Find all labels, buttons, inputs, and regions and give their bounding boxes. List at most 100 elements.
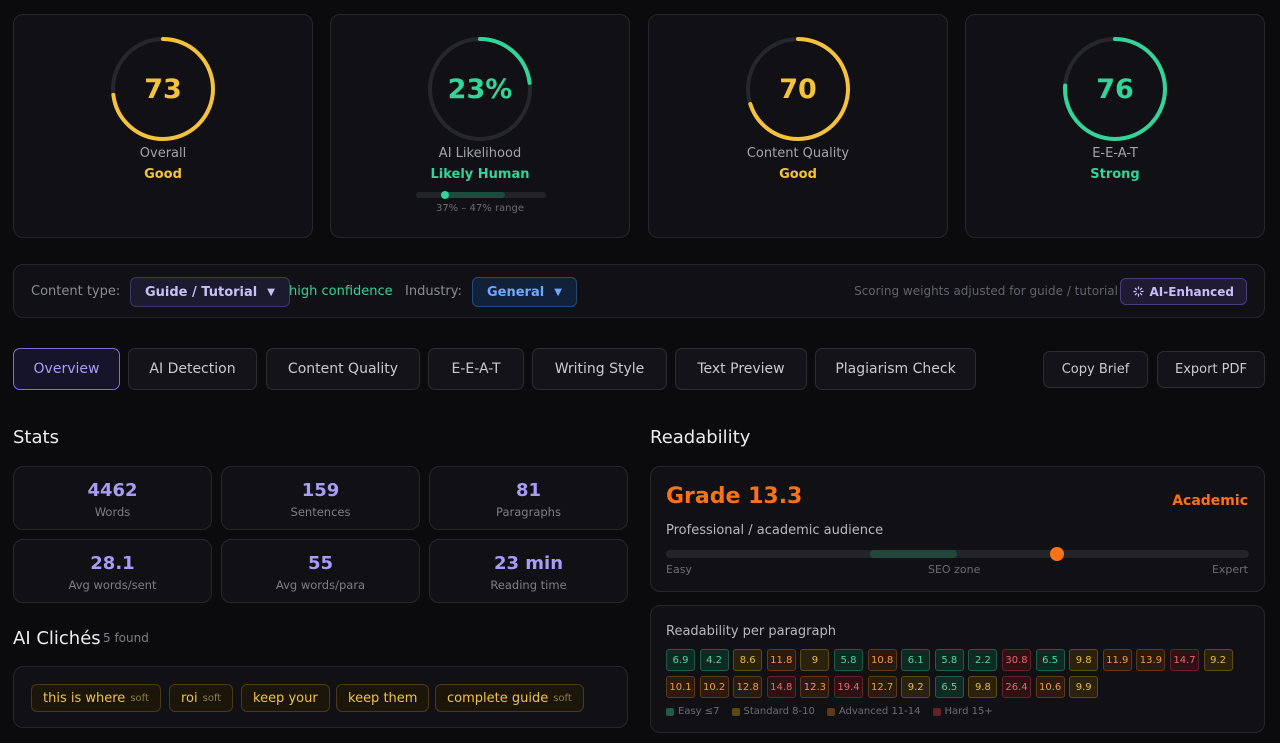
legend-standard: Standard 8-10 xyxy=(731,706,815,717)
content-type-dropdown[interactable]: Guide / Tutorial ▼ xyxy=(130,277,290,307)
score-verdict: Strong xyxy=(1090,167,1140,182)
paragraph-cell[interactable]: 8.6 xyxy=(733,649,763,671)
stat-card: 4462 Words xyxy=(13,466,212,530)
paragraph-cell[interactable]: 6.5 xyxy=(1035,649,1065,671)
stat-label: Sentences xyxy=(290,505,351,519)
paragraph-cell[interactable]: 10.8 xyxy=(867,649,897,671)
paragraph-cell[interactable]: 12.8 xyxy=(733,676,763,698)
paragraph-cell[interactable]: 5.8 xyxy=(834,649,863,671)
tab-eeat[interactable]: E-E-A-T xyxy=(428,348,524,390)
cliche-chip[interactable]: roi soft xyxy=(169,684,234,712)
paragraph-cell[interactable]: 2.2 xyxy=(968,649,998,671)
legend-easy: Easy ≤7 xyxy=(666,706,720,717)
export-pdf-button[interactable]: Export PDF xyxy=(1157,351,1265,388)
stat-label: Reading time xyxy=(490,578,567,592)
industry-value: General xyxy=(487,284,545,300)
score-value: 76 xyxy=(1096,73,1134,105)
cliche-chip[interactable]: complete guide soft xyxy=(435,684,584,712)
paragraph-cell[interactable]: 26.4 xyxy=(1002,676,1031,698)
stat-card: 159 Sentences xyxy=(221,466,420,530)
readability-level: Academic xyxy=(1172,493,1248,509)
grade-level: Grade 13.3 xyxy=(666,484,803,509)
stat-card: 55 Avg words/para xyxy=(221,539,420,603)
paragraph-cell[interactable]: 11.9 xyxy=(1102,649,1132,671)
stat-label: Avg words/para xyxy=(275,578,366,592)
cliches-card: this is where soft roi soft keep your keep th… xyxy=(13,666,628,728)
readability-marker xyxy=(1049,547,1064,561)
score-label: E-E-A-T xyxy=(1092,146,1138,161)
score-label: AI Likelihood xyxy=(438,146,522,161)
confidence-text: high confidence xyxy=(289,284,393,299)
stat-label: Paragraphs xyxy=(496,505,561,519)
cliche-chip[interactable]: this is where soft xyxy=(31,684,161,712)
scale-label-expert: Expert xyxy=(1211,563,1248,576)
paragraph-cell[interactable]: 30.8 xyxy=(1002,649,1031,671)
paragraph-cell[interactable]: 9.8 xyxy=(968,676,998,698)
paragraph-cell[interactable]: 6.9 xyxy=(666,649,695,671)
audience-text: Professional / academic audience xyxy=(666,523,884,538)
score-verdict: Good xyxy=(144,167,182,182)
score-value: 70 xyxy=(779,73,817,105)
paragraph-cell[interactable]: 10.1 xyxy=(666,676,695,698)
paragraph-cell[interactable]: 12.7 xyxy=(867,676,897,698)
stat-value: 159 xyxy=(301,480,340,501)
cliche-tag: soft xyxy=(553,692,572,704)
paragraph-cell[interactable]: 9.9 xyxy=(1069,676,1099,698)
industry-dropdown[interactable]: General ▼ xyxy=(472,277,577,307)
paragraph-cell[interactable]: 5.8 xyxy=(934,649,964,671)
paragraph-cell[interactable]: 6.5 xyxy=(934,676,964,698)
score-card: 23% AI Likelihood Likely Human 37% – 47% ra… xyxy=(330,14,630,238)
scale-label-seo-zone: SEO zone xyxy=(928,563,981,576)
content-type-bar: Content type: Guide / Tutorial ▼ high co… xyxy=(13,264,1265,318)
paragraph-cell[interactable]: 6.1 xyxy=(901,649,931,671)
copy-brief-button[interactable]: Copy Brief xyxy=(1043,351,1148,388)
score-value: 23% xyxy=(447,73,513,105)
tab-ai-detection[interactable]: AI Detection xyxy=(128,348,257,390)
paragraph-cell[interactable]: 12.3 xyxy=(800,676,830,698)
spinner-icon xyxy=(1132,286,1144,297)
paragraph-cell[interactable]: 14.7 xyxy=(1170,649,1199,671)
legend: Easy ≤7 Standard 8-10 Advanced 11-14 Har… xyxy=(666,706,993,717)
caret-down-icon: ▼ xyxy=(267,286,275,298)
tab-text-preview[interactable]: Text Preview xyxy=(675,348,807,390)
paragraph-cell[interactable]: 13.9 xyxy=(1136,649,1166,671)
cliche-text: this is where xyxy=(43,690,126,706)
content-type-label: Content type: xyxy=(31,284,121,299)
score-verdict: Good xyxy=(779,167,817,182)
cliche-tag: soft xyxy=(202,692,222,704)
score-ring: 76 xyxy=(1061,35,1169,143)
score-verdict: Likely Human xyxy=(430,167,530,182)
readability-scale xyxy=(666,547,1249,561)
tab-content-quality[interactable]: Content Quality xyxy=(266,348,420,390)
paragraph-cell[interactable]: 10.6 xyxy=(1035,676,1065,698)
cliche-chip[interactable]: keep your xyxy=(241,684,330,712)
caret-down-icon: ▼ xyxy=(554,286,562,298)
paragraph-cell[interactable]: 14.8 xyxy=(766,676,796,698)
stat-value: 55 xyxy=(307,553,334,574)
ai-range-bar xyxy=(416,191,546,199)
cliche-text: keep them xyxy=(348,690,418,706)
paragraph-cell[interactable]: 4.2 xyxy=(699,649,729,671)
legend-advanced: Advanced 11-14 xyxy=(826,706,921,717)
tab-overview[interactable]: Overview xyxy=(13,348,120,390)
stat-card: 81 Paragraphs xyxy=(429,466,628,530)
cliche-chip[interactable]: keep them xyxy=(336,684,430,712)
cliche-text: roi xyxy=(181,690,198,706)
seo-zone-band xyxy=(870,550,958,558)
paragraph-cell[interactable]: 9.8 xyxy=(1069,649,1099,671)
paragraph-cell[interactable]: 9.2 xyxy=(901,676,931,698)
paragraph-cell[interactable]: 19.4 xyxy=(834,676,863,698)
cliche-tag: soft xyxy=(130,692,149,704)
cliches-title: AI Clichés xyxy=(13,628,101,649)
paragraph-cell[interactable]: 9.2 xyxy=(1203,649,1233,671)
paragraph-cell[interactable]: 11.8 xyxy=(766,649,796,671)
cliche-text: keep your xyxy=(253,690,318,706)
score-ring: 70 xyxy=(744,35,852,143)
scale-label-easy: Easy xyxy=(666,563,692,576)
score-label: Content Quality xyxy=(746,146,850,161)
tab-plagiarism-check[interactable]: Plagiarism Check xyxy=(815,348,976,390)
paragraph-cell[interactable]: 10.2 xyxy=(699,676,729,698)
tab-writing-style[interactable]: Writing Style xyxy=(532,348,667,390)
paragraph-cell[interactable]: 9 xyxy=(800,649,830,671)
stat-label: Words xyxy=(94,505,131,519)
